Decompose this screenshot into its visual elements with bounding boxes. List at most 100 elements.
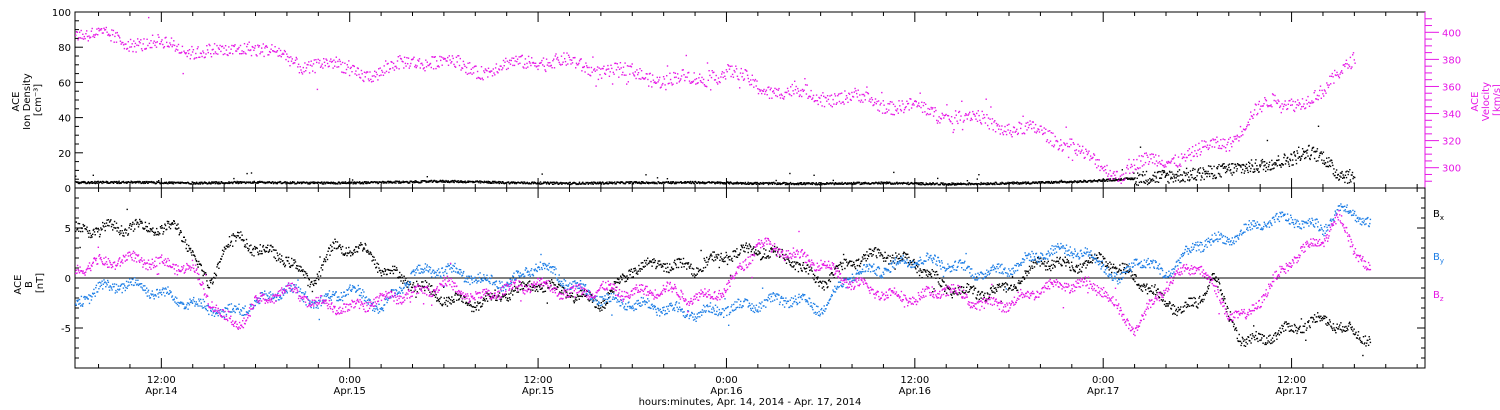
- data-point: [639, 68, 641, 70]
- data-point: [529, 280, 531, 282]
- data-point: [314, 279, 317, 282]
- data-point: [292, 264, 294, 266]
- data-point: [557, 59, 560, 61]
- data-point: [325, 58, 327, 60]
- data-point: [105, 181, 107, 183]
- data-point: [461, 181, 463, 183]
- data-point: [1079, 152, 1082, 154]
- data-point: [553, 58, 555, 60]
- data-point: [117, 182, 119, 185]
- data-point: [200, 52, 202, 55]
- data-point: [511, 57, 513, 59]
- data-point: [1293, 109, 1295, 111]
- data-point: [1071, 182, 1073, 184]
- data-point: [155, 41, 157, 44]
- data-point: [531, 57, 533, 59]
- data-point: [366, 182, 369, 184]
- data-point: [224, 248, 226, 250]
- data-point: [1044, 132, 1046, 134]
- data-point: [296, 265, 298, 267]
- data-point: [545, 183, 548, 185]
- data-point: [542, 291, 544, 293]
- data-point: [500, 65, 502, 67]
- data-point: [314, 182, 316, 185]
- data-point: [232, 245, 234, 247]
- data-point: [817, 183, 820, 185]
- data-point: [841, 181, 843, 184]
- data-point: [225, 49, 228, 51]
- data-point: [803, 183, 805, 185]
- data-point: [551, 181, 553, 184]
- data-point: [365, 182, 367, 185]
- data-point: [764, 93, 766, 95]
- data-point: [222, 53, 224, 56]
- data-point: [456, 299, 458, 301]
- data-point: [818, 184, 821, 186]
- data-point: [269, 51, 272, 54]
- data-point: [434, 56, 436, 58]
- data-point: [308, 277, 310, 280]
- data-point: [267, 54, 269, 56]
- data-point: [1141, 165, 1144, 167]
- data-point: [526, 62, 528, 65]
- data-point: [1189, 178, 1191, 181]
- data-point: [646, 73, 648, 75]
- data-point: [1185, 167, 1188, 170]
- data-point: [166, 45, 169, 48]
- data-point: [916, 106, 918, 108]
- data-point: [104, 229, 106, 232]
- data-point: [178, 227, 180, 229]
- data-point: [428, 283, 430, 285]
- density-tick-label: 60: [58, 78, 71, 89]
- data-point: [488, 182, 490, 184]
- data-point: [1220, 176, 1222, 178]
- data-point: [716, 81, 718, 84]
- data-point: [374, 181, 376, 183]
- data-point: [274, 249, 276, 251]
- data-point: [1310, 154, 1312, 156]
- data-point: [753, 86, 755, 88]
- data-point: [1187, 179, 1189, 181]
- data-point: [333, 242, 335, 245]
- data-point: [174, 50, 177, 52]
- data-point: [412, 182, 414, 184]
- data-point: [77, 222, 79, 225]
- data-point: [754, 78, 757, 81]
- data-point: [780, 93, 782, 95]
- data-point: [1003, 182, 1005, 185]
- data-point: [1282, 164, 1284, 166]
- data-point: [850, 183, 852, 185]
- data-point: [1088, 150, 1090, 152]
- data-point: [750, 79, 752, 81]
- data-point: [1040, 181, 1042, 183]
- data-point: [149, 228, 152, 230]
- data-point: [308, 181, 310, 184]
- data-point: [436, 180, 438, 182]
- data-point: [322, 264, 324, 266]
- data-point: [406, 57, 408, 59]
- data-point: [791, 83, 793, 86]
- data-point: [216, 182, 219, 185]
- data-point: [1013, 126, 1016, 129]
- data-point: [970, 117, 972, 120]
- data-point: [367, 78, 370, 80]
- data-point: [935, 109, 937, 112]
- data-point: [1220, 147, 1223, 150]
- data-point: [478, 181, 480, 184]
- data-point: [512, 64, 514, 67]
- data-point: [513, 57, 515, 59]
- data-point: [708, 181, 710, 183]
- data-point: [426, 281, 428, 284]
- data-point: [507, 181, 510, 183]
- data-point: [202, 274, 204, 277]
- data-point: [299, 270, 302, 272]
- data-point: [759, 183, 761, 185]
- data-point: [341, 61, 344, 64]
- data-point: [457, 180, 459, 182]
- data-point: [732, 76, 735, 78]
- data-point: [216, 264, 219, 266]
- data-point: [1117, 180, 1119, 182]
- data-point: [569, 59, 571, 61]
- data-point: [872, 104, 874, 107]
- data-point: [1228, 166, 1230, 169]
